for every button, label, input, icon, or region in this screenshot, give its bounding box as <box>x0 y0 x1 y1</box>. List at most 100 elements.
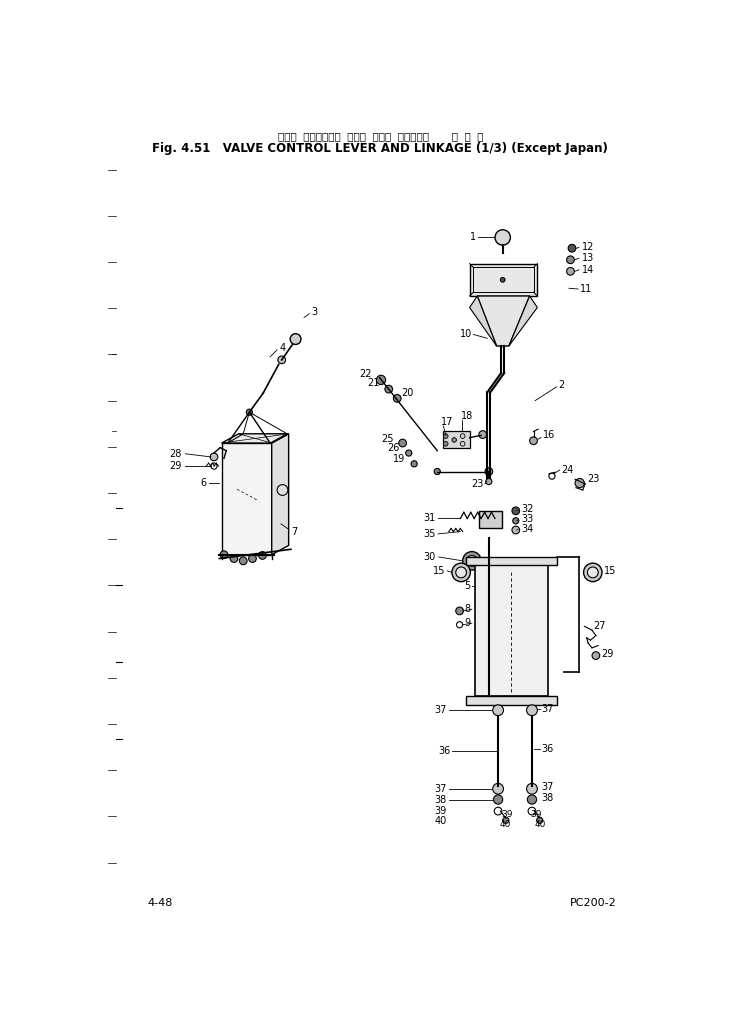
Text: 31: 31 <box>424 513 436 524</box>
Circle shape <box>485 467 493 475</box>
Circle shape <box>530 437 537 445</box>
Text: 29: 29 <box>601 649 614 659</box>
Text: 15: 15 <box>433 566 445 576</box>
Circle shape <box>493 783 504 794</box>
Circle shape <box>240 557 247 565</box>
Circle shape <box>503 817 509 823</box>
Circle shape <box>411 461 417 467</box>
Polygon shape <box>477 296 530 346</box>
Circle shape <box>278 356 286 363</box>
Circle shape <box>583 563 602 581</box>
Circle shape <box>463 552 481 570</box>
Text: 28: 28 <box>169 449 182 459</box>
Text: 6: 6 <box>200 478 206 488</box>
Text: 26: 26 <box>387 443 399 454</box>
Text: 22: 22 <box>359 368 372 379</box>
Polygon shape <box>509 296 537 346</box>
Circle shape <box>230 555 238 563</box>
Circle shape <box>513 518 519 524</box>
Text: 38: 38 <box>541 793 554 803</box>
Circle shape <box>512 526 519 534</box>
Text: 39: 39 <box>501 811 513 819</box>
Text: 4-48: 4-48 <box>148 897 173 908</box>
Text: 24: 24 <box>561 465 574 475</box>
Text: 37: 37 <box>541 782 554 792</box>
Text: PC200-2: PC200-2 <box>570 897 617 908</box>
Circle shape <box>249 555 256 563</box>
Circle shape <box>528 795 536 804</box>
Polygon shape <box>475 565 548 696</box>
Polygon shape <box>466 557 557 565</box>
Text: 5: 5 <box>464 581 470 592</box>
Circle shape <box>406 450 412 456</box>
Text: 3: 3 <box>312 307 318 317</box>
Circle shape <box>246 410 252 416</box>
Circle shape <box>493 795 503 804</box>
Text: 40: 40 <box>499 820 511 828</box>
Polygon shape <box>470 296 496 346</box>
Text: 9: 9 <box>464 618 470 629</box>
Polygon shape <box>466 696 557 705</box>
Text: 37: 37 <box>541 704 554 714</box>
Circle shape <box>456 607 464 614</box>
Circle shape <box>398 439 407 447</box>
Text: 39: 39 <box>531 811 542 819</box>
Polygon shape <box>470 263 537 296</box>
Circle shape <box>434 468 440 474</box>
Circle shape <box>500 278 505 282</box>
Circle shape <box>527 705 537 715</box>
Text: 8: 8 <box>464 604 470 614</box>
Text: 34: 34 <box>521 524 533 533</box>
Text: 39: 39 <box>434 806 447 816</box>
Text: 40: 40 <box>535 820 546 828</box>
Text: 14: 14 <box>582 264 594 275</box>
Circle shape <box>385 385 393 393</box>
Circle shape <box>479 431 487 438</box>
Polygon shape <box>222 434 289 443</box>
Circle shape <box>567 256 574 263</box>
Text: 19: 19 <box>393 454 405 464</box>
Circle shape <box>290 333 301 345</box>
Text: 38: 38 <box>434 794 447 805</box>
Circle shape <box>210 453 218 461</box>
Text: Fig. 4.51   VALVE CONTROL LEVER AND LINKAGE (1/3) (Except Japan): Fig. 4.51 VALVE CONTROL LEVER AND LINKAG… <box>152 142 608 155</box>
Text: 21: 21 <box>367 378 379 388</box>
Text: 36: 36 <box>438 746 450 756</box>
Text: 29: 29 <box>169 461 182 471</box>
Circle shape <box>444 434 448 438</box>
Text: 35: 35 <box>424 529 436 539</box>
Text: 12: 12 <box>582 242 594 252</box>
Text: 15: 15 <box>603 566 616 576</box>
Text: 4: 4 <box>280 344 286 353</box>
Circle shape <box>575 478 585 488</box>
Circle shape <box>444 441 448 447</box>
Text: バルブ  コントロール  レバー  および  リンケージ       海  外  向: バルブ コントロール レバー および リンケージ 海 外 向 <box>278 132 483 142</box>
Text: 36: 36 <box>541 745 554 754</box>
Text: 37: 37 <box>434 705 447 715</box>
Bar <box>479 510 502 528</box>
Circle shape <box>498 297 508 307</box>
Circle shape <box>493 705 504 715</box>
Circle shape <box>467 556 477 566</box>
Text: 23: 23 <box>588 474 600 485</box>
Circle shape <box>393 394 401 402</box>
Text: 17: 17 <box>441 417 453 427</box>
Text: 37: 37 <box>434 784 447 793</box>
Circle shape <box>588 567 598 577</box>
Text: 13: 13 <box>582 253 594 263</box>
Text: 7: 7 <box>291 527 298 536</box>
Text: 27: 27 <box>594 622 606 631</box>
Circle shape <box>568 244 576 252</box>
Circle shape <box>376 376 386 385</box>
Circle shape <box>527 783 537 794</box>
Text: 11: 11 <box>580 284 592 294</box>
Polygon shape <box>272 434 289 555</box>
Polygon shape <box>222 443 272 555</box>
Text: 23: 23 <box>471 478 484 489</box>
Text: 2: 2 <box>558 381 565 390</box>
Text: 40: 40 <box>434 816 447 826</box>
Bar <box>443 431 470 449</box>
Circle shape <box>220 551 228 559</box>
Circle shape <box>456 567 467 577</box>
Circle shape <box>259 552 266 560</box>
